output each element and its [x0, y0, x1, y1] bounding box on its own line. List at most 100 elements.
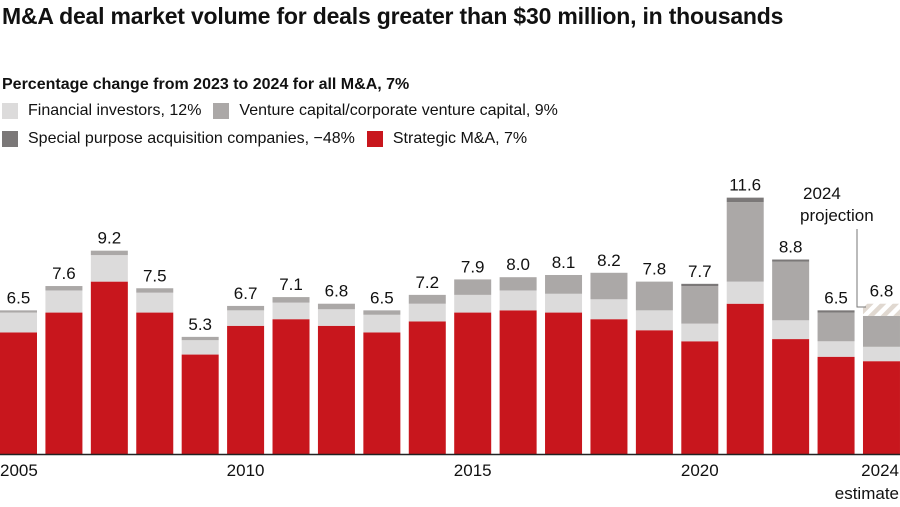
- bar-segment-2007-s2: [90, 250, 128, 256]
- bar-segment-2010-s0: [227, 325, 265, 454]
- x-tick-sublabel: estimate: [835, 484, 899, 503]
- bar-segment-2017-s0: [545, 312, 583, 454]
- legend-swatch: [213, 103, 230, 119]
- bar-segment-2007-s1: [90, 255, 128, 282]
- legend-row-1: Financial investors, 12% Venture capital…: [2, 102, 570, 120]
- projection-leader-line: [856, 229, 866, 308]
- bar-segment-2013-s0: [363, 332, 401, 454]
- x-tick-label-2005: 2005: [0, 461, 38, 480]
- bar-segment-2009-s0: [181, 354, 219, 454]
- bar-segment-2020-s2: [681, 286, 719, 324]
- bar-segment-2013-s2: [363, 310, 401, 315]
- bar-segment-2022-s3: [772, 259, 810, 262]
- total-label-2008: 7.5: [143, 266, 167, 285]
- bar-segment-2018-s0: [590, 319, 628, 454]
- legend-label: Financial investors, 12%: [28, 102, 202, 119]
- bar-segment-2024-s0: [862, 361, 900, 454]
- bar-segment-2023-s1: [817, 341, 855, 357]
- total-label-2019: 7.8: [643, 260, 667, 279]
- bar-segment-2021-s2: [726, 202, 764, 282]
- bar-segment-2012-s2: [317, 303, 355, 310]
- bar-segment-2012-s0: [317, 325, 355, 454]
- bar-segment-2011-s1: [272, 302, 310, 320]
- legend-swatch: [2, 131, 18, 147]
- bar-segment-2006-s0: [45, 312, 83, 454]
- bar-segment-2024-s1: [862, 346, 900, 362]
- bar-segment-2019-s1: [635, 310, 673, 331]
- legend-row-2: Special purpose acquisition companies, −…: [2, 130, 539, 148]
- bar-segment-2011-s0: [272, 319, 310, 454]
- bar-segment-2014-s1: [408, 303, 446, 322]
- legend-item-venture: Venture capital/corporate venture capita…: [213, 102, 558, 120]
- bar-segment-2022-s0: [772, 339, 810, 454]
- bar-segment-2014-s0: [408, 321, 446, 454]
- bar-segment-2017-s2: [545, 274, 583, 294]
- legend-item-spac: Special purpose acquisition companies, −…: [2, 130, 355, 148]
- bar-segment-2008-s0: [136, 312, 174, 454]
- bar-segment-2013-s1: [363, 314, 401, 333]
- bar-segment-2005-s2: [0, 310, 37, 313]
- bar-segment-2020-s1: [681, 323, 719, 342]
- x-tick-label-2010: 2010: [227, 461, 265, 480]
- bar-segment-2009-s2: [181, 336, 219, 341]
- bar-segment-2023-s0: [817, 356, 855, 454]
- bar-segment-2017-s1: [545, 293, 583, 313]
- bar-segment-2006-s1: [45, 290, 83, 313]
- bar-segment-2020-s0: [681, 341, 719, 454]
- legend-label: Special purpose acquisition companies, −…: [28, 130, 355, 147]
- total-label-2012: 6.8: [325, 282, 349, 301]
- total-label-2007: 9.2: [98, 229, 122, 248]
- bar-segment-2010-s2: [227, 305, 265, 311]
- bar-segment-2010-s1: [227, 310, 265, 326]
- total-label-2009: 5.3: [188, 315, 212, 334]
- bar-segment-2024-s2: [862, 315, 900, 347]
- bar-segment-2009-s1: [181, 340, 219, 355]
- bar-segment-2016-s1: [499, 290, 537, 311]
- bar-segment-2023-s2: [817, 312, 855, 342]
- bar-segment-2022-s1: [772, 320, 810, 340]
- bar-segment-2023-s3: [817, 310, 855, 313]
- bar-segment-2014-s2: [408, 294, 446, 304]
- legend-swatch: [2, 103, 18, 119]
- total-label-2021: 11.6: [729, 176, 761, 195]
- legend-item-strategic: Strategic M&A, 7%: [366, 130, 528, 148]
- bar-segment-2018-s1: [590, 299, 628, 320]
- bar-segment-2022-s2: [772, 261, 810, 321]
- bar-segment-2005-s0: [0, 332, 37, 454]
- legend-label: Strategic M&A, 7%: [392, 130, 528, 147]
- total-label-2020: 7.7: [688, 262, 712, 281]
- total-label-2015: 7.9: [461, 257, 485, 276]
- x-tick-label-2024: 2024: [861, 461, 899, 480]
- total-label-2023: 6.5: [824, 288, 848, 307]
- bar-segment-2021-s3: [726, 197, 764, 203]
- total-label-2024: 6.8: [870, 282, 894, 301]
- bar-segment-2007-s0: [90, 281, 128, 454]
- bar-segment-2008-s1: [136, 292, 174, 313]
- projection-segment-2024: [862, 303, 900, 316]
- chart-title: M&A deal market volume for deals greater…: [2, 3, 784, 29]
- bar-segment-2019-s2: [635, 281, 673, 311]
- bar-segment-2012-s1: [317, 309, 355, 326]
- bar-segment-2006-s2: [45, 286, 83, 291]
- bar-segment-2016-s0: [499, 310, 537, 454]
- projection-annotation-line2: projection: [800, 206, 874, 225]
- projection-annotation-line1: 2024: [803, 184, 841, 203]
- bar-segment-2019-s0: [635, 330, 673, 454]
- total-label-2010: 6.7: [234, 284, 258, 303]
- bar-segment-2021-s1: [726, 281, 764, 304]
- total-label-2022: 8.8: [779, 238, 803, 257]
- bar-segment-2016-s2: [499, 277, 537, 291]
- legend-swatch: [366, 131, 383, 147]
- bar-segment-2008-s2: [136, 288, 174, 293]
- total-label-2005: 6.5: [7, 288, 31, 307]
- bar-segment-2018-s2: [590, 272, 628, 300]
- total-label-2017: 8.1: [552, 253, 576, 272]
- x-tick-label-2015: 2015: [454, 461, 492, 480]
- legend-item-financial: Financial investors, 12%: [2, 102, 201, 120]
- total-label-2014: 7.2: [415, 273, 439, 292]
- total-label-2016: 8.0: [506, 255, 530, 274]
- bar-segment-2015-s1: [454, 294, 492, 313]
- bar-segment-2015-s0: [454, 312, 492, 454]
